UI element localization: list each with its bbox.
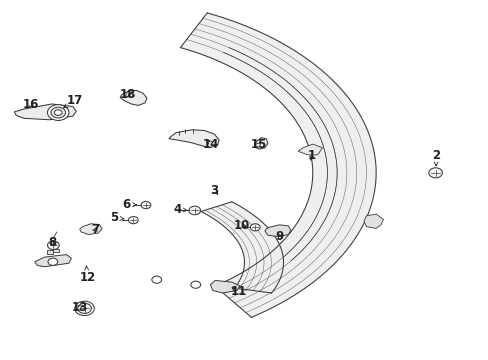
Text: 17: 17 [63, 94, 83, 108]
Text: 13: 13 [71, 301, 88, 314]
Text: 11: 11 [230, 285, 246, 298]
Polygon shape [120, 90, 147, 105]
Circle shape [51, 107, 65, 118]
Text: 12: 12 [79, 265, 96, 284]
Circle shape [250, 224, 260, 231]
Text: 18: 18 [119, 88, 135, 101]
Circle shape [48, 258, 58, 265]
Text: 8: 8 [48, 236, 56, 249]
Text: 14: 14 [203, 138, 219, 150]
Text: 4: 4 [173, 203, 187, 216]
Bar [53, 249, 59, 252]
Circle shape [128, 217, 138, 224]
Circle shape [188, 206, 200, 215]
Polygon shape [35, 255, 71, 267]
Polygon shape [210, 280, 239, 293]
Circle shape [78, 303, 91, 314]
Polygon shape [14, 104, 76, 120]
Polygon shape [264, 225, 290, 237]
Text: 7: 7 [92, 223, 100, 236]
Circle shape [47, 105, 69, 121]
Text: 3: 3 [210, 184, 218, 197]
Polygon shape [168, 130, 219, 148]
Text: 9: 9 [275, 230, 283, 243]
Circle shape [54, 110, 62, 116]
Text: 16: 16 [23, 98, 39, 111]
Bar [47, 250, 53, 253]
Polygon shape [180, 13, 375, 318]
Text: 15: 15 [250, 138, 267, 150]
Circle shape [47, 241, 59, 249]
Polygon shape [363, 214, 383, 228]
Polygon shape [80, 224, 102, 234]
Circle shape [141, 202, 151, 209]
Text: 10: 10 [233, 219, 250, 232]
Text: 6: 6 [122, 198, 136, 211]
Circle shape [428, 168, 442, 178]
Polygon shape [254, 138, 267, 149]
Polygon shape [298, 144, 322, 155]
Circle shape [190, 281, 200, 288]
Circle shape [152, 276, 161, 283]
Text: 2: 2 [431, 149, 439, 166]
Text: 5: 5 [109, 211, 123, 224]
Polygon shape [201, 202, 283, 293]
Text: 1: 1 [307, 149, 315, 162]
